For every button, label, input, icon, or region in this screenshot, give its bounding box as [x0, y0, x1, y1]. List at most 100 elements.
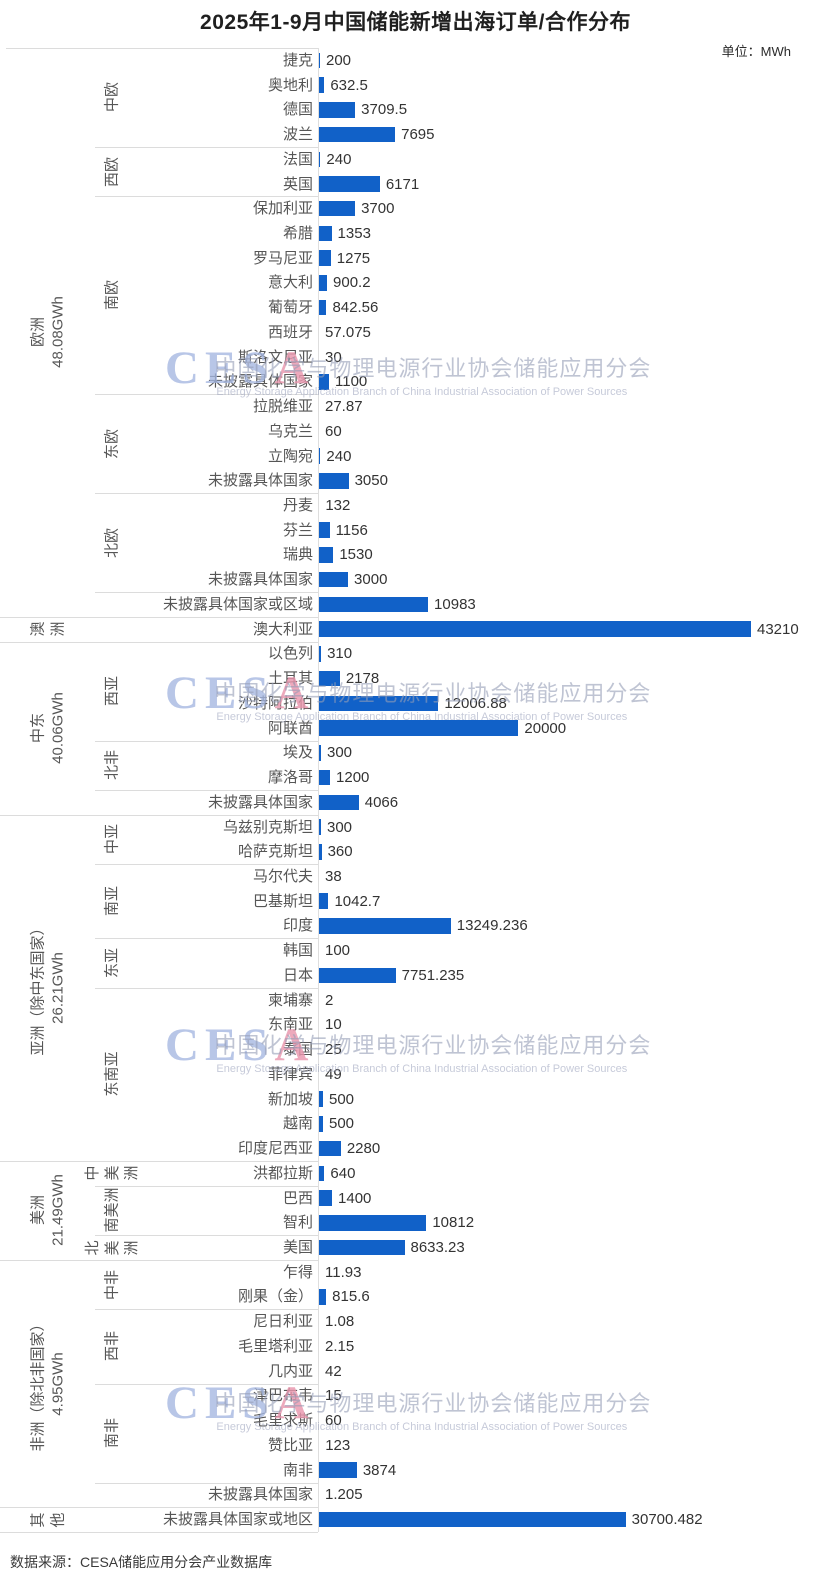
bar-row: 沙特阿拉伯 12006.88 [128, 691, 831, 716]
region-label: 澳洲 [28, 619, 67, 639]
region-label: 中东 40.06GWh [28, 645, 67, 812]
unit-label: 单位：MWh [721, 44, 791, 59]
bar [318, 200, 356, 217]
value-label: 815.6 [332, 1288, 370, 1306]
region-total: 4.95GWh [48, 1351, 66, 1416]
subregion-block: 未披露具体国家或区域 10983 [95, 592, 831, 617]
subregion-block: 中美洲 洪都拉斯 640 [83, 1161, 831, 1186]
country-label: 沙特阿拉伯 [237, 694, 313, 712]
country-label: 越南 [282, 1115, 313, 1133]
value-label: 1200 [336, 769, 370, 787]
country-label: 阿联酋 [267, 719, 313, 737]
bar-zone: 132 [318, 493, 831, 518]
country-label: 未披露具体国家或区域 [162, 595, 313, 613]
subregion-block: 北美洲 美国 8633.23 [83, 1235, 831, 1260]
bar [318, 250, 331, 266]
subregion-block: 澳大利亚 43210 [95, 617, 831, 642]
bar-row: 刚果（金） 815.6 [128, 1285, 831, 1310]
bar-zone: 1353 [318, 221, 831, 246]
region-name: 中东 [29, 713, 46, 744]
region-block: 其他 未披露具体国家或地区 30700.482 [0, 1507, 831, 1532]
bar-zone: 57.075 [318, 320, 831, 345]
subregion-block: 南欧 保加利亚 3700 希腊 1353 罗马尼亚 1275 意大利 900.2 葡萄牙 842.5… [95, 196, 831, 394]
value-label: 30 [325, 348, 342, 366]
rows: 埃及 300 摩洛哥 1200 [128, 741, 831, 790]
country-label: 芬兰 [282, 521, 313, 539]
subregion-block: 北非 埃及 300 摩洛哥 1200 [95, 741, 831, 790]
bar-zone: 4066 [318, 790, 831, 815]
country-label: 哈萨克斯坦 [237, 843, 313, 861]
bar-row: 未披露具体国家 4066 [95, 790, 831, 815]
bar-zone: 1.08 [318, 1309, 831, 1334]
bar-zone: 43210 [318, 617, 831, 642]
subregion-block: 未披露具体国家 4066 [95, 790, 831, 815]
bar [318, 571, 349, 588]
country-label: 乌兹别克斯坦 [222, 818, 313, 836]
rows: 马尔代夫 38 巴基斯坦 1042.7 印度 13249.236 [128, 864, 831, 938]
value-label: 1100 [335, 373, 368, 391]
subregion-label: 中欧 [102, 82, 120, 113]
subregion-label: 北非 [102, 750, 120, 781]
bar-row: 瑞典 1530 [128, 543, 831, 568]
bar-row: 津巴布韦 15 [128, 1384, 831, 1409]
subregion-label-cell: 南亚 [95, 864, 128, 938]
bar-zone: 7751.235 [318, 963, 831, 988]
bar-zone: 60 [318, 419, 831, 444]
subregion-label: 东亚 [102, 948, 120, 979]
bar-row: 埃及 300 [128, 741, 831, 766]
bar [318, 102, 356, 118]
subregion-label-cell: 西欧 [95, 147, 128, 196]
value-label: 3874 [362, 1461, 397, 1479]
divider-line [6, 48, 318, 49]
rows: 未披露具体国家 1.205 [95, 1482, 831, 1507]
region-groups: 澳大利亚 43210 [95, 617, 831, 642]
rows: 未披露具体国家 4066 [95, 790, 831, 815]
country-label: 韩国 [282, 942, 313, 960]
bar-zone: 6171 [318, 172, 831, 197]
country-label: 德国 [282, 101, 313, 119]
bar [318, 1511, 626, 1528]
bar-zone: 3709.5 [318, 97, 831, 122]
subregion-block: 中欧 捷克 200 奥地利 632.5 德国 3709.5 波兰 7695 [95, 48, 831, 147]
subregion-label: 西非 [102, 1331, 120, 1362]
bar-row: 美国 8633.23 [128, 1235, 831, 1260]
value-label: 300 [327, 818, 353, 836]
divider-line [0, 1161, 318, 1162]
divider-line [95, 394, 318, 396]
subregion-label: 南美洲 [102, 1187, 120, 1233]
value-label: 3000 [354, 571, 388, 589]
country-label: 未披露具体国家 [207, 1486, 313, 1504]
country-label: 法国 [282, 150, 313, 168]
value-label: 310 [327, 645, 353, 663]
bar-row: 波兰 7695 [128, 122, 831, 147]
value-label: 1.08 [325, 1313, 355, 1331]
bar [318, 374, 330, 390]
value-label: 240 [326, 447, 352, 465]
region-block: 中东 40.06GWh 西亚 以色列 310 土耳其 2178 沙特阿拉伯 12006.88 阿联… [0, 642, 831, 815]
country-label: 丹麦 [282, 497, 313, 515]
bar-zone: 240 [318, 444, 831, 469]
country-label: 捷克 [282, 51, 313, 69]
rows: 乍得 11.93 刚果（金） 815.6 [128, 1260, 831, 1309]
bar [318, 745, 321, 761]
bar [318, 1140, 341, 1157]
value-label: 11.93 [325, 1263, 362, 1281]
value-label: 49 [325, 1065, 342, 1083]
bar-row: 意大利 900.2 [128, 271, 831, 296]
bar-row: 洪都拉斯 640 [128, 1161, 831, 1186]
bar-zone: 310 [318, 642, 831, 667]
country-label: 意大利 [267, 274, 313, 292]
subregion-block: 中亚 乌兹别克斯坦 300 哈萨克斯坦 360 [95, 815, 831, 864]
subregion-label: 西亚 [102, 676, 120, 707]
region-total: 21.49GWh [48, 1174, 66, 1247]
divider-line [95, 1309, 318, 1311]
bar-row: 未披露具体国家 1100 [128, 369, 831, 394]
bar-zone: 100 [318, 938, 831, 963]
bar-zone: 500 [318, 1087, 831, 1112]
value-label: 12006.88 [444, 694, 507, 712]
value-label: 640 [330, 1164, 356, 1182]
country-label: 澳大利亚 [252, 620, 313, 638]
country-label: 葡萄牙 [267, 299, 313, 317]
value-label: 900.2 [333, 274, 371, 292]
bar [318, 695, 439, 712]
